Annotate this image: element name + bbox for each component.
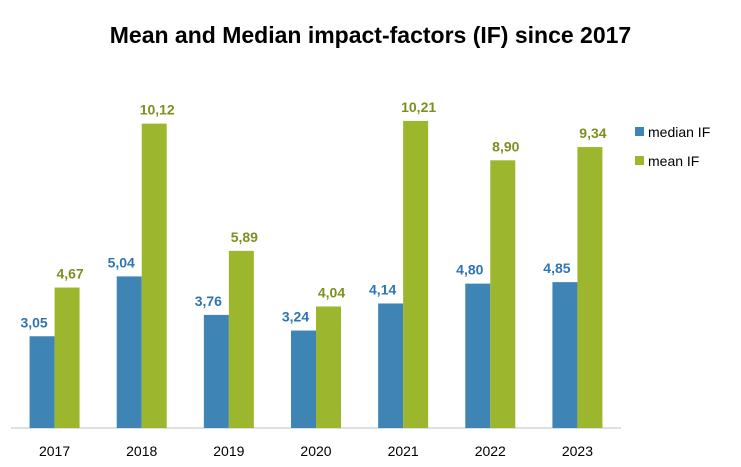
legend-label-median-if: median IF [648,124,710,140]
bar-median-if-2023 [552,282,578,428]
data-label-mean-if-2018: 10,12 [140,102,175,118]
data-label-mean-if-2021: 10,21 [401,99,436,115]
bar-median-if-2019 [203,314,229,428]
bar-median-if-2018 [116,276,142,428]
bar-median-if-2022 [465,283,491,428]
x-tick-label-2022: 2022 [475,443,506,459]
chart-title: Mean and Median impact-factors (IF) sinc… [109,22,632,48]
bar-mean-if-2023 [577,147,603,428]
bar-median-if-2020 [291,330,316,428]
bar-mean-if-2017 [54,287,80,428]
data-label-mean-if-2023: 9,34 [579,125,606,141]
x-tick-label-2023: 2023 [562,443,593,459]
bar-mean-if-2018 [141,123,167,428]
bar-mean-if-2019 [228,250,254,428]
data-label-median-if-2023: 4,85 [543,260,570,276]
legend-label-mean-if: mean IF [648,153,699,169]
data-label-median-if-2020: 3,24 [282,309,309,325]
data-label-mean-if-2019: 5,89 [231,229,258,245]
x-tick-label-2017: 2017 [39,443,70,459]
data-label-median-if-2017: 3,05 [20,314,47,330]
x-tick-label-2021: 2021 [388,443,419,459]
data-label-median-if-2019: 3,76 [195,293,222,309]
bar-median-if-2021 [378,303,404,428]
data-label-median-if-2022: 4,80 [456,262,483,278]
bar-mean-if-2020 [316,306,341,428]
bar-mean-if-2022 [490,160,516,429]
bar-mean-if-2021 [403,120,429,429]
legend-swatch-median-if [635,127,644,136]
x-tick-label-2019: 2019 [213,443,244,459]
legend-swatch-mean-if [635,156,644,165]
data-label-median-if-2021: 4,14 [369,281,396,297]
x-tick-label-2018: 2018 [126,443,157,459]
data-label-mean-if-2017: 4,67 [56,266,83,282]
data-label-mean-if-2022: 8,90 [492,138,519,154]
data-label-median-if-2018: 5,04 [108,254,135,270]
data-label-mean-if-2020: 4,04 [318,284,345,300]
x-tick-label-2020: 2020 [300,443,331,459]
bar-median-if-2017 [29,336,55,428]
